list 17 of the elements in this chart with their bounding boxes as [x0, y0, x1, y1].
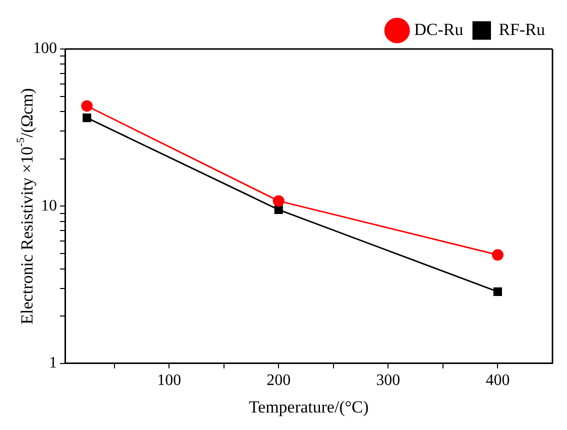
legend-label: RF-Ru [498, 20, 546, 39]
x-tick-label: 200 [266, 372, 291, 390]
point [492, 249, 504, 261]
y-tick-label: 10 [41, 197, 57, 214]
point [81, 100, 93, 112]
x-tick-label: 300 [376, 372, 400, 390]
point [493, 287, 502, 296]
y-tick-label: 100 [33, 40, 57, 58]
point [272, 195, 284, 207]
y-tick-label: 1 [49, 354, 57, 372]
point [82, 114, 92, 122]
point [274, 205, 283, 214]
x-tick-label: 400 [486, 372, 510, 390]
y-axis-title: Electronic Resistivity ×10-5/(Ωcm) [14, 88, 36, 324]
legend-label: DC-Ru [414, 20, 464, 39]
x-tick-label: 100 [157, 372, 182, 390]
x-axis-title: Temperature/(°C) [248, 397, 369, 416]
